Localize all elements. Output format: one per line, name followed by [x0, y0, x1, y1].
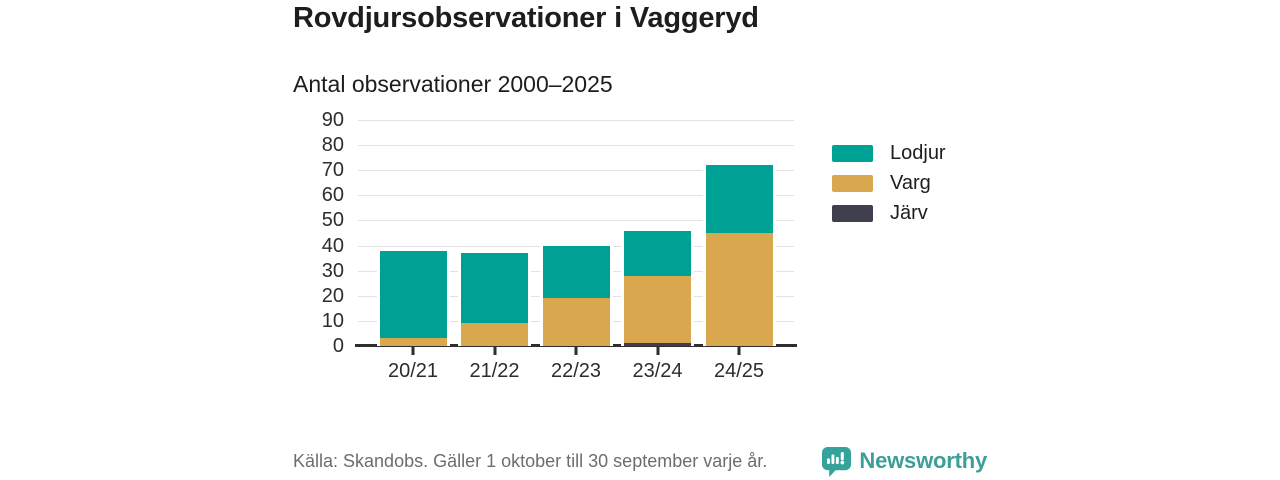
x-axis-label-20-21: 20/21 [387, 360, 439, 382]
x-axis-tick-mark [493, 347, 496, 355]
bar-segment-lodjur [624, 230, 691, 276]
bar-20-21 [376, 250, 450, 346]
gridline-y80 [358, 145, 794, 147]
y-axis-tick-label: 20 [321, 284, 344, 307]
x-axis-tick-mark [737, 347, 741, 355]
x-axis-tick-mark [411, 347, 415, 355]
source-note: Källa: Skandobs. Gäller 1 oktober till 3… [293, 450, 768, 471]
legend-item-varg: Varg [832, 173, 946, 193]
bar-segment-varg [461, 323, 528, 346]
legend-label: Järv [890, 202, 928, 224]
footer: Källa: Skandobs. Gäller 1 oktober till 3… [293, 443, 987, 479]
gridline-y60 [358, 195, 794, 197]
x-axis-tick-mark [656, 347, 659, 355]
x-axis-tick-mark [574, 347, 578, 355]
legend-swatch-järv [832, 204, 873, 222]
y-axis-tick-label: 70 [321, 159, 344, 182]
bar-chart-plot-area: 0 10 20 30 40 50 60 70 80 90 20/21 21/22 22/23 23/24 2… [322, 110, 797, 382]
y-axis-tick-label: 10 [321, 309, 344, 332]
gridline-y50 [358, 220, 794, 222]
bar-segment-lodjur [705, 165, 773, 233]
newsworthy-bubble-chart-icon [822, 446, 852, 477]
bar-segment-varg [705, 233, 773, 346]
bar-22-23 [539, 245, 613, 346]
y-axis-tick-label: 80 [321, 134, 344, 157]
x-axis-label-23-24: 23/24 [632, 360, 683, 382]
newsworthy-logo: Newsworthy [821, 446, 987, 477]
gridline-y70 [358, 170, 794, 172]
chart-legend: Lodjur Varg Järv [832, 143, 946, 223]
bar-segment-lodjur [461, 253, 528, 324]
bar-segment-lodjur [542, 245, 610, 299]
bar-24-25 [702, 165, 776, 346]
y-axis-tick-label: 50 [321, 209, 344, 232]
x-axis-label-24-25: 24/25 [713, 360, 765, 382]
y-axis-tick-label: 60 [321, 184, 344, 207]
gridline-y90 [358, 120, 794, 121]
bar-segment-varg [624, 275, 691, 344]
legend-swatch-lodjur [832, 144, 873, 162]
legend-label: Lodjur [890, 142, 946, 164]
bar-segment-varg [379, 338, 447, 346]
newsworthy-wordmark: Newsworthy [859, 448, 987, 473]
bar-segment-järv [624, 343, 691, 346]
y-axis-tick-label: 90 [321, 109, 344, 131]
chart-title: Rovdjursobservationer i Vaggeryd [293, 2, 759, 34]
legend-label: Varg [890, 172, 931, 194]
legend-item-lodjur: Lodjur [832, 143, 946, 163]
y-axis-tick-label: 30 [321, 259, 344, 282]
bar-segment-varg [542, 298, 610, 346]
legend-swatch-varg [832, 174, 873, 192]
bar-segment-lodjur [379, 250, 447, 339]
y-axis-tick-label: 40 [321, 234, 344, 257]
bar-21-22 [458, 253, 531, 346]
y-axis-tick-label: 0 [332, 335, 344, 357]
legend-item-järv: Järv [832, 203, 946, 223]
bar-23-24 [621, 230, 694, 346]
x-axis-label-22-23: 22/23 [550, 360, 602, 382]
chart-subtitle: Antal observationer 2000–2025 [293, 71, 613, 97]
x-axis-label-21-22: 21/22 [469, 360, 520, 382]
